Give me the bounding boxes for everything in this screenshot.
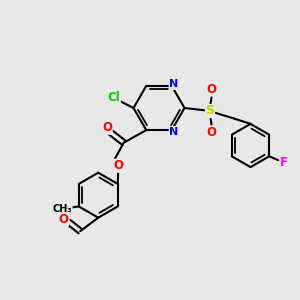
Text: F: F — [280, 156, 288, 169]
Text: O: O — [206, 126, 217, 140]
Text: O: O — [206, 82, 217, 96]
Text: O: O — [58, 213, 68, 226]
Text: Cl: Cl — [108, 91, 120, 104]
Text: N: N — [169, 80, 178, 89]
Text: O: O — [102, 121, 112, 134]
Text: O: O — [113, 159, 123, 172]
Text: S: S — [206, 104, 214, 118]
Text: N: N — [169, 127, 178, 136]
Text: CH₃: CH₃ — [52, 204, 72, 214]
